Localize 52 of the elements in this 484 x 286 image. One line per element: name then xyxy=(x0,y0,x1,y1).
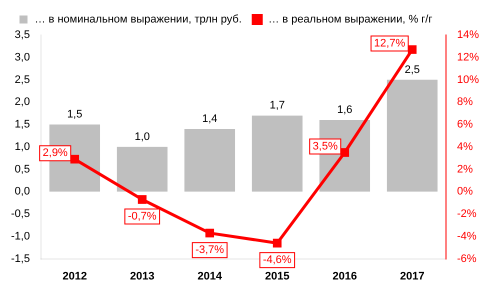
point xyxy=(70,154,80,164)
y2-tick-label: 10% xyxy=(456,74,480,86)
y2-tick-label: -2% xyxy=(456,208,477,220)
bar xyxy=(386,80,438,192)
data-label: 1,5 xyxy=(67,108,82,121)
y2-tick-label: 8% xyxy=(456,96,474,108)
data-label: 2,5 xyxy=(404,64,420,76)
y2-tick-label: 6% xyxy=(456,118,474,131)
x-tick-label: 2014 xyxy=(197,270,223,282)
point xyxy=(138,195,147,204)
y-tick-label: 2,0 xyxy=(14,96,30,108)
data-label: -3,7% xyxy=(195,244,224,256)
data-label: 1,4 xyxy=(202,113,218,126)
data-label: -4,6% xyxy=(262,254,292,266)
x-tick-label: 2015 xyxy=(264,270,290,282)
y-tick-label: 1,0 xyxy=(14,140,30,153)
bar xyxy=(116,146,168,192)
x-tick-label: 2012 xyxy=(62,270,87,282)
data-label: 2,9% xyxy=(42,147,68,160)
y-tick-label: 0,5 xyxy=(14,163,30,176)
data-label: 12,7% xyxy=(374,38,406,50)
point xyxy=(340,148,350,157)
point xyxy=(205,228,214,238)
y-tick-label: 3,5 xyxy=(14,29,30,42)
bar xyxy=(252,116,303,192)
x-tick-label: 2016 xyxy=(332,270,357,282)
y-tick-label: 0,0 xyxy=(14,186,30,198)
data-label: -0,7% xyxy=(128,210,157,223)
y2-tick-label: 4% xyxy=(456,140,474,153)
y2-tick-label: -6% xyxy=(456,252,477,265)
y-tick-label: -1,0 xyxy=(10,230,30,242)
data-label: 3,5% xyxy=(312,140,338,153)
y2-tick-label: -4% xyxy=(456,230,477,242)
data-label: 1,6 xyxy=(337,104,352,116)
bar xyxy=(184,128,236,192)
legend-label: … в реальном выражении, % г/г xyxy=(268,14,432,26)
y-tick-label: -1,5 xyxy=(10,252,30,265)
data-label: 1,7 xyxy=(270,100,285,112)
x-tick-label: 2017 xyxy=(400,270,424,282)
y-tick-label: 2,5 xyxy=(14,74,30,86)
y2-tick-label: 14% xyxy=(456,29,480,42)
y2-tick-label: 2% xyxy=(456,163,474,176)
y-tick-label: 1,5 xyxy=(14,118,30,131)
y2-tick-label: 12% xyxy=(456,51,480,64)
point xyxy=(272,238,282,248)
y2-tick-label: 0% xyxy=(456,186,474,198)
x-tick-label: 2013 xyxy=(130,270,154,282)
legend-label: … в номинальном выражении, трлн руб. xyxy=(34,14,242,26)
point xyxy=(408,45,417,54)
y-tick-label: 3,0 xyxy=(14,51,30,64)
data-label: 1,0 xyxy=(134,130,150,143)
y-tick-label: -0,5 xyxy=(10,208,30,220)
